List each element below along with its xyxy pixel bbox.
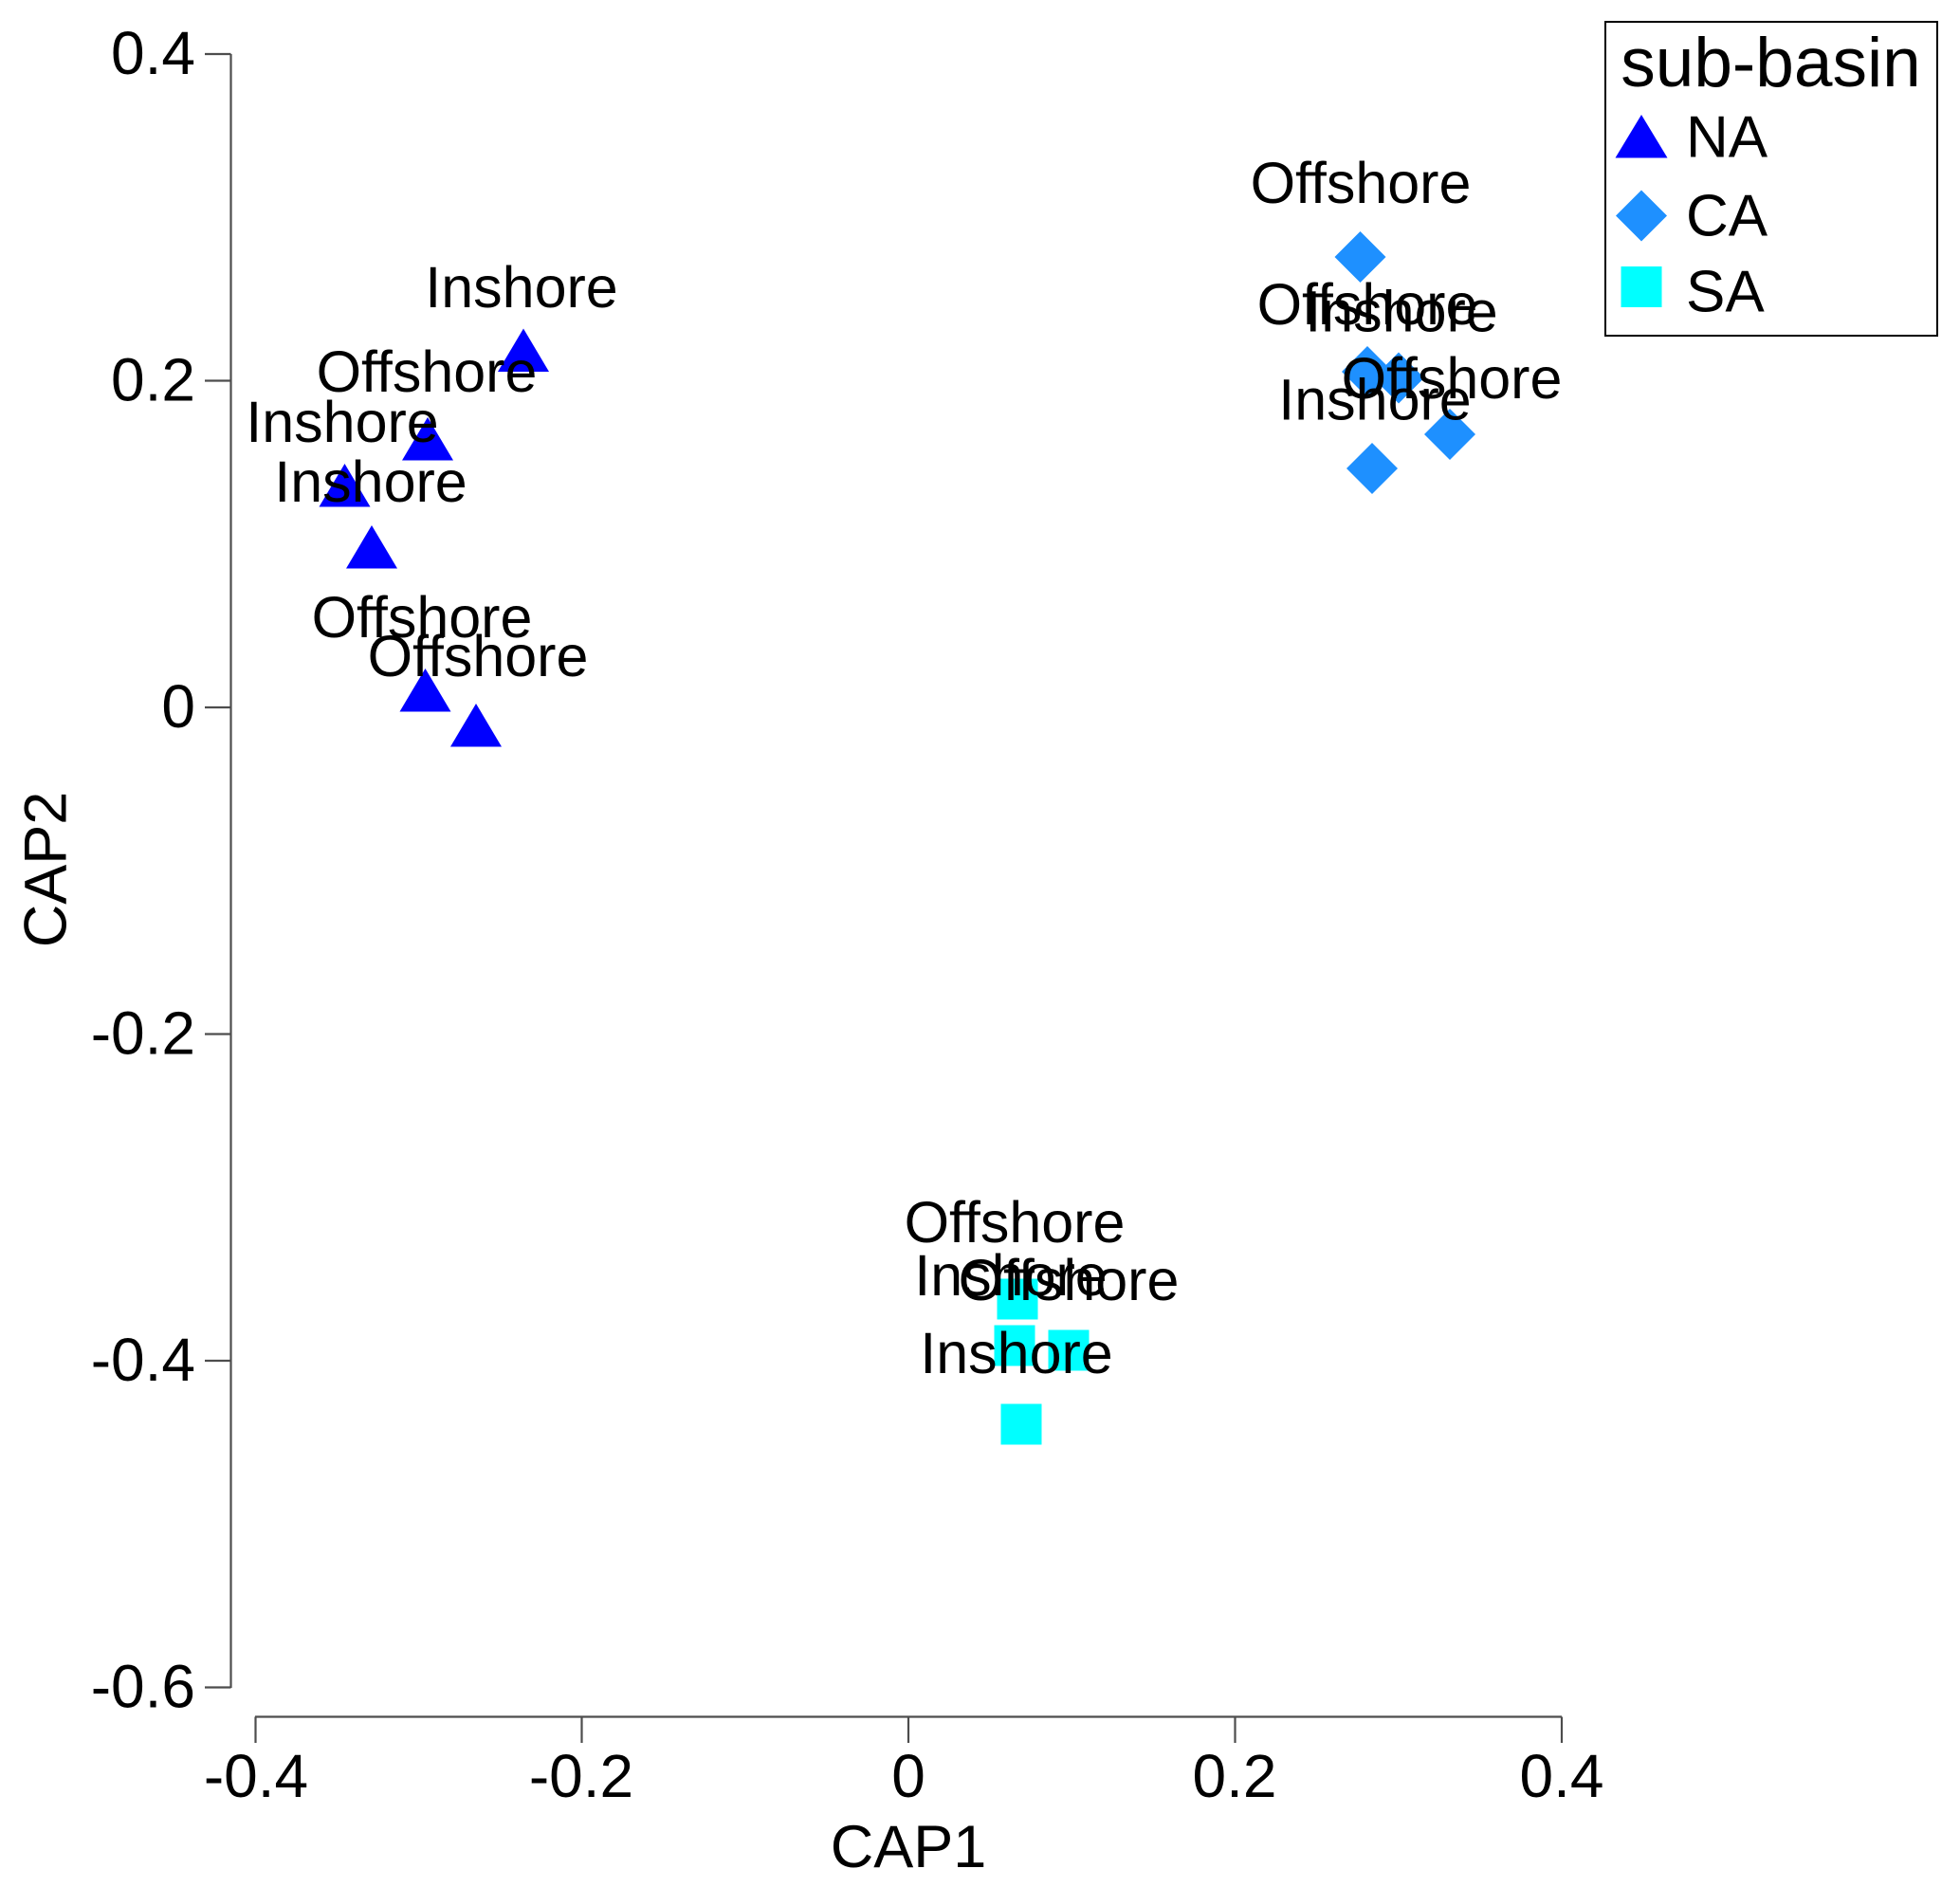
svg-text:Offshore: Offshore	[317, 339, 538, 404]
svg-text:-0.6: -0.6	[91, 1653, 195, 1721]
svg-text:sub-basin: sub-basin	[1621, 25, 1921, 101]
svg-text:Offshore: Offshore	[1257, 272, 1478, 337]
svg-text:Inshore: Inshore	[920, 1321, 1112, 1385]
svg-text:Offshore: Offshore	[312, 585, 533, 650]
svg-text:Inshore: Inshore	[274, 449, 467, 514]
svg-text:0: 0	[891, 1742, 925, 1810]
svg-text:0.2: 0.2	[111, 346, 195, 414]
svg-text:CAP1: CAP1	[831, 1814, 987, 1880]
svg-text:-0.4: -0.4	[204, 1742, 308, 1810]
svg-text:Offshore: Offshore	[905, 1190, 1126, 1255]
svg-text:-0.2: -0.2	[91, 999, 195, 1068]
svg-text:-0.4: -0.4	[91, 1326, 195, 1394]
svg-text:Offshore: Offshore	[368, 624, 589, 688]
svg-text:Inshore: Inshore	[246, 390, 438, 454]
svg-text:0.2: 0.2	[1193, 1742, 1277, 1810]
svg-text:Offshore: Offshore	[959, 1248, 1180, 1312]
svg-text:Inshore: Inshore	[1305, 280, 1497, 344]
svg-text:0: 0	[161, 672, 195, 741]
svg-text:SA: SA	[1686, 260, 1765, 325]
svg-text:Offshore: Offshore	[1342, 346, 1563, 411]
svg-text:-0.2: -0.2	[529, 1742, 633, 1810]
svg-text:Inshore: Inshore	[425, 255, 617, 320]
svg-text:0.4: 0.4	[1520, 1742, 1604, 1810]
svg-text:CA: CA	[1686, 184, 1768, 249]
svg-text:Inshore: Inshore	[1278, 368, 1471, 432]
svg-text:CAP2: CAP2	[13, 792, 80, 948]
svg-text:0.4: 0.4	[111, 19, 195, 87]
svg-text:NA: NA	[1686, 105, 1768, 171]
svg-text:Inshore: Inshore	[914, 1243, 1107, 1308]
svg-text:Offshore: Offshore	[1251, 151, 1472, 215]
